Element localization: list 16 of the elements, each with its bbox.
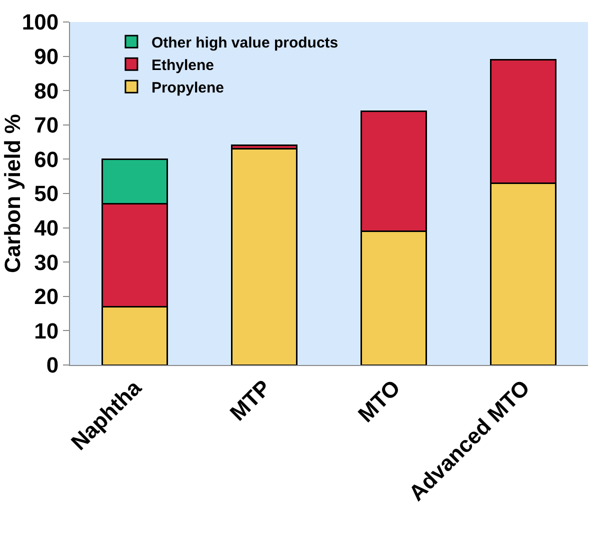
- y-tick-label: 50: [34, 181, 59, 206]
- y-tick-label: 70: [34, 112, 59, 138]
- y-axis-title: Carbon yield %: [0, 114, 25, 273]
- y-tick-label: 80: [34, 78, 59, 104]
- y-tick-label: 30: [34, 250, 59, 275]
- y-tick-label: 10: [34, 318, 59, 344]
- y-tick-label: 20: [34, 284, 59, 310]
- y-tick-label: 100: [22, 10, 59, 35]
- legend-label: Ethylene: [151, 57, 214, 74]
- y-tick-label: 0: [46, 352, 59, 378]
- y-tick-label: 40: [34, 216, 59, 240]
- legend-label: Other high value products: [151, 34, 338, 52]
- bar: [231, 148, 298, 365]
- y-tick-label: 60: [34, 146, 59, 172]
- legend-label: Propylene: [151, 80, 224, 97]
- y-tick-label: 90: [34, 44, 59, 69]
